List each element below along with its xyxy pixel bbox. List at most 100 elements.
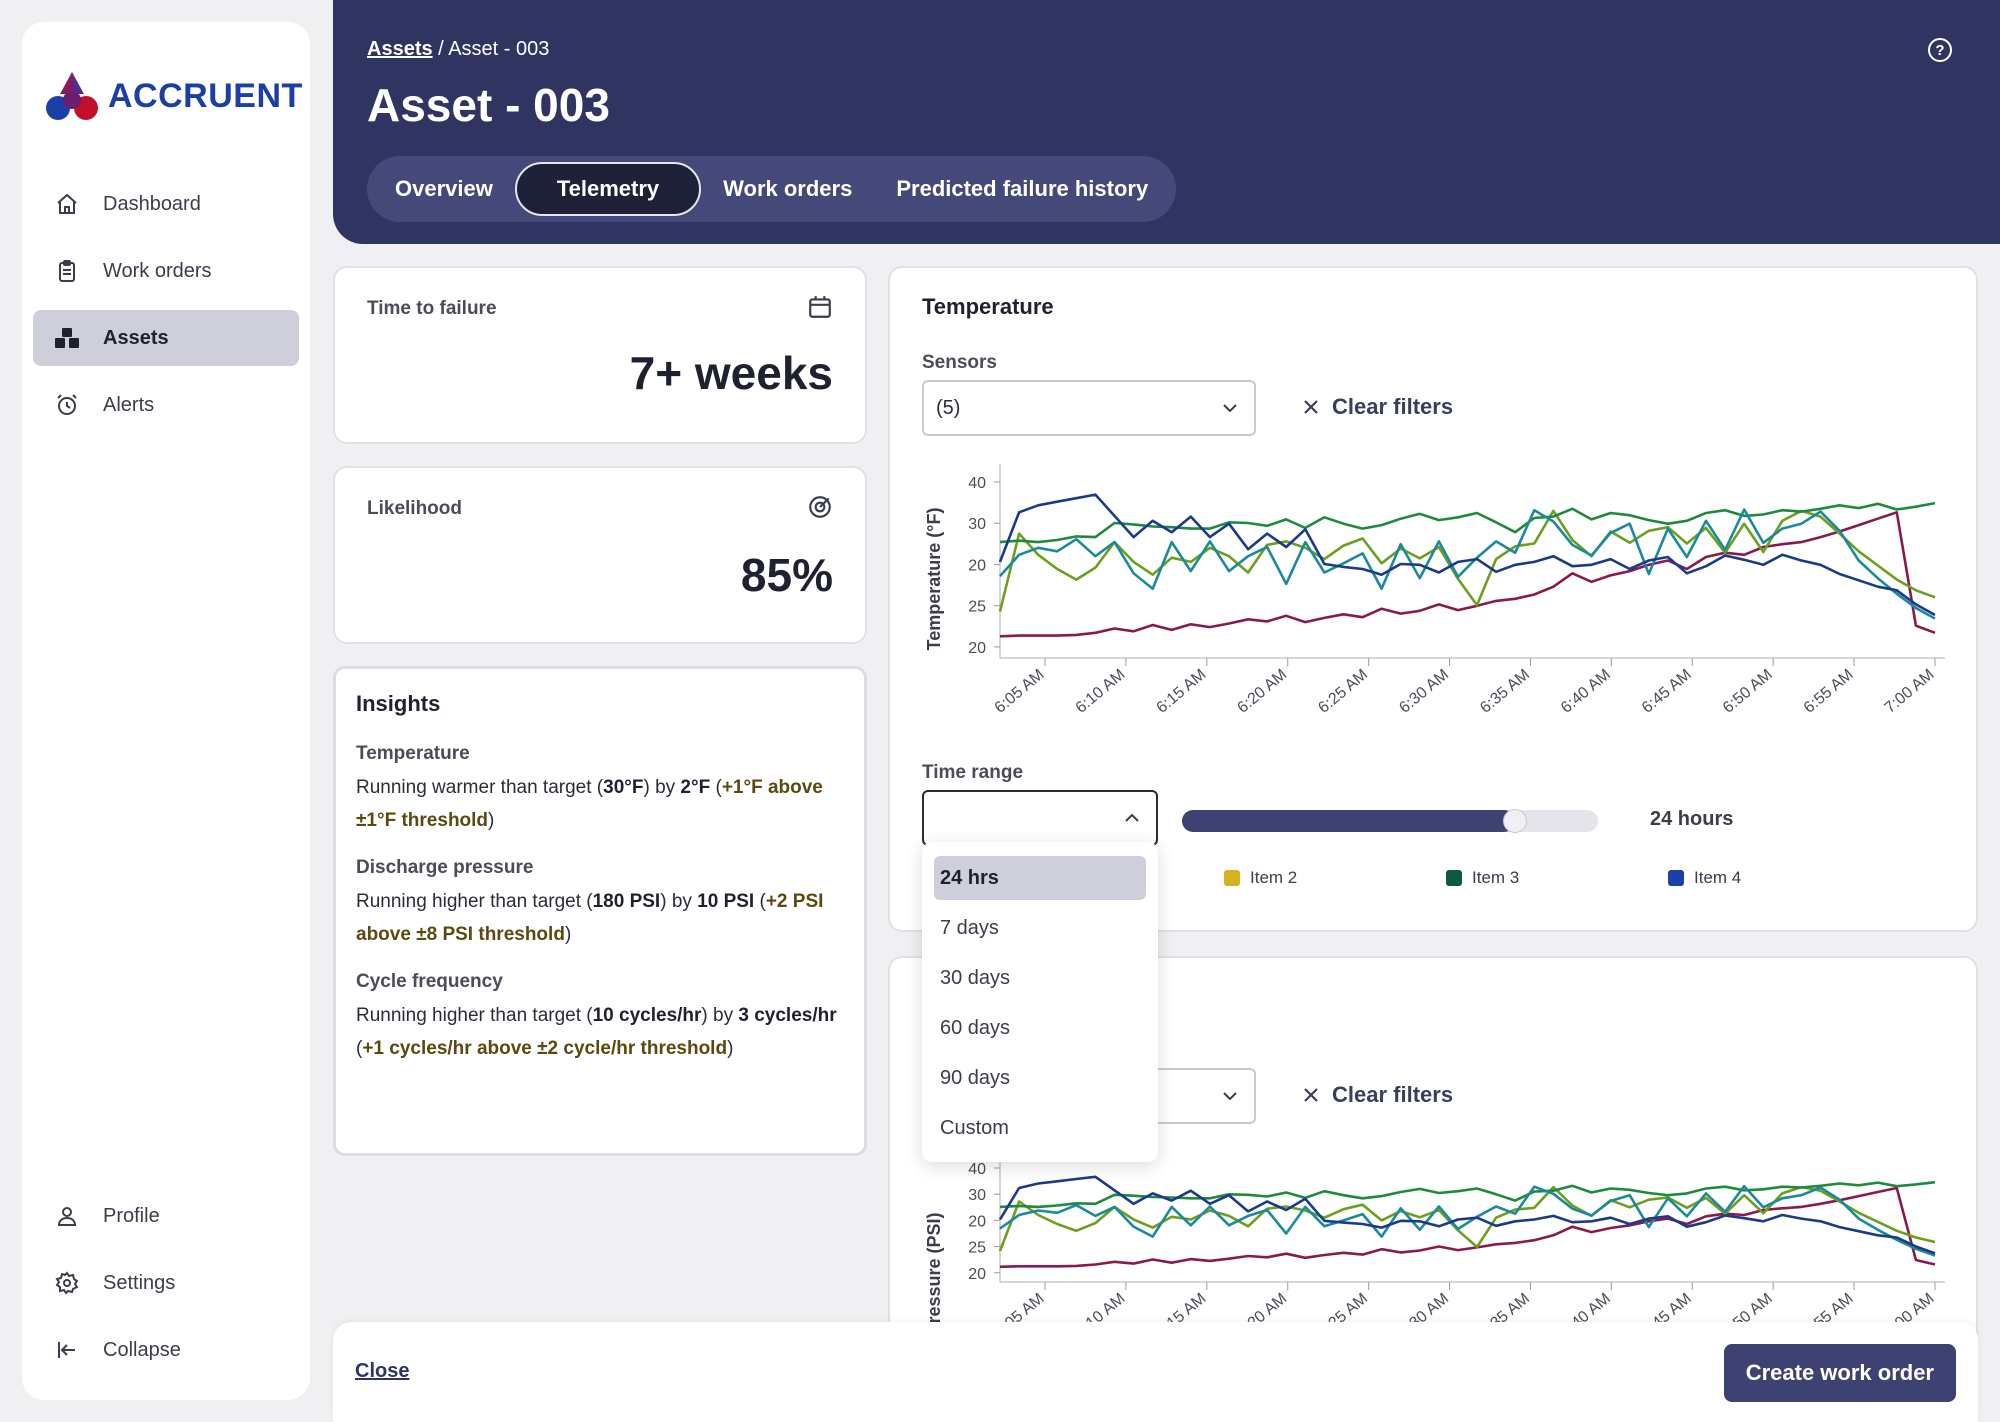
create-work-order-button[interactable]: Create work order — [1723, 1344, 1956, 1402]
insight-text-part: Running warmer than target ( — [356, 777, 604, 798]
series-line-4 — [999, 508, 1936, 620]
insight-threshold: +2 PSI above ±8 PSI threshold — [356, 891, 824, 945]
insight-text-part: ) — [727, 1038, 734, 1059]
pressure-clear-filters-button[interactable]: Clear filters — [1302, 1082, 1453, 1108]
y-tick-label: 40 — [968, 475, 986, 492]
x-tick-label: 6:45 AM — [1639, 666, 1695, 716]
breadcrumb-assets-link[interactable]: Assets — [367, 38, 433, 60]
nav-assets[interactable]: Assets — [33, 310, 299, 366]
y-tick-label: 20 — [968, 557, 986, 574]
close-icon — [1304, 400, 1318, 414]
time-to-failure-label: Time to failure — [367, 298, 497, 319]
insight-cycle-frequency: Cycle frequency Running higher than targ… — [356, 971, 844, 1065]
assets-icon — [53, 324, 81, 352]
nav-profile[interactable]: Profile — [33, 1188, 299, 1244]
series-line-1 — [999, 1186, 1936, 1269]
sensors-label: Sensors — [922, 352, 997, 373]
x-tick-label: 6:40 AM — [1558, 666, 1614, 716]
time-range-option-60-days[interactable]: 60 days — [940, 1016, 1011, 1039]
nav-profile-label: Profile — [103, 1204, 160, 1227]
y-tick-label: 40 — [968, 1161, 986, 1178]
likelihood-value: 85% — [740, 549, 833, 601]
time-range-select[interactable] — [922, 790, 1158, 846]
x-tick-label: 7:00 AM — [1882, 666, 1938, 716]
series-line-5 — [998, 493, 1936, 617]
legend-swatch — [1446, 870, 1462, 886]
accruent-logo[interactable]: ACCRUENT — [44, 70, 303, 122]
close-link[interactable]: Close — [355, 1360, 410, 1382]
target-icon[interactable] — [807, 494, 835, 522]
chevron-up-icon — [1122, 808, 1142, 834]
clear-filters-button[interactable]: Clear filters — [1302, 394, 1453, 420]
page-header: Assets / Asset - 003 Asset - 003 ? Overv… — [333, 0, 2000, 244]
nav-settings[interactable]: Settings — [33, 1255, 299, 1311]
close-icon — [1304, 1088, 1318, 1102]
y-tick-label: 30 — [968, 516, 986, 533]
help-icon[interactable]: ? — [1928, 38, 1952, 62]
y-tick-label: 20 — [968, 1213, 986, 1230]
x-tick-label: 6:50 AM — [1720, 666, 1776, 716]
accruent-logo-icon — [46, 72, 98, 120]
y-tick-label: 25 — [968, 599, 986, 616]
temperature-line-chart: Temperature (°F) 40 30 20 25 20 6:05 AM 6:10 AM… — [924, 464, 1945, 716]
nav-collapse-label: Collapse — [103, 1338, 181, 1361]
temperature-chart-title: Temperature — [922, 294, 1054, 319]
legend-item-4[interactable]: Item 4 — [1668, 868, 1741, 888]
insight-threshold: +1 cycles/hr above ±2 cycle/hr threshold — [362, 1038, 728, 1059]
x-tick-label: 6:20 AM — [1234, 666, 1290, 716]
clipboard-icon — [53, 257, 81, 285]
sensors-select[interactable]: (5) — [922, 380, 1256, 436]
time-to-failure-value: 7+ weeks — [629, 347, 833, 399]
calendar-icon[interactable] — [807, 294, 835, 322]
nav-dashboard-label: Dashboard — [103, 192, 201, 215]
insight-cycle-text: Running higher than target (10 cycles/hr… — [356, 999, 844, 1065]
insight-pressure-title: Discharge pressure — [356, 857, 534, 878]
y-tick-label: 25 — [968, 1240, 986, 1257]
y-tick-label: 20 — [968, 1266, 986, 1283]
insight-text-part: ) — [564, 924, 572, 945]
nav-dashboard[interactable]: Dashboard — [33, 176, 299, 232]
x-tick-label: 6:05 AM — [992, 666, 1048, 716]
nav-collapse[interactable]: Collapse — [33, 1322, 299, 1378]
insight-temperature: Temperature Running warmer than target (… — [356, 743, 844, 837]
insight-temperature-title: Temperature — [356, 743, 470, 764]
nav-work-orders[interactable]: Work orders — [33, 243, 299, 299]
sidebar: ACCRUENT Dashboard Work orders Assets Al… — [22, 22, 310, 1400]
time-range-option-30-days[interactable]: 30 days — [940, 966, 1011, 989]
nav-alerts[interactable]: Alerts — [33, 377, 299, 433]
tab-telemetry[interactable]: Telemetry — [514, 162, 702, 216]
time-range-option-7-days[interactable]: 7 days — [940, 916, 999, 939]
legend-item-2[interactable]: Item 2 — [1224, 868, 1297, 888]
x-tick-label: 6:10 AM — [1073, 666, 1129, 716]
nav-settings-label: Settings — [103, 1271, 176, 1294]
insight-text-part: ) by — [660, 891, 698, 912]
time-range-slider-thumb[interactable] — [1502, 809, 1527, 833]
time-range-slider[interactable] — [1182, 809, 1598, 833]
clear-filters-label: Clear filters — [1332, 394, 1454, 419]
insight-delta-value: 2°F — [680, 777, 711, 798]
likelihood-label: Likelihood — [367, 498, 462, 519]
time-range-option-24-hrs[interactable]: 24 hrs — [934, 856, 1146, 900]
x-tick-label: 6:30 AM — [1396, 666, 1452, 716]
insight-temperature-text: Running warmer than target (30°F) by 2°F… — [356, 771, 844, 837]
tab-bar: Overview Telemetry Work orders Predicted… — [367, 156, 1177, 222]
nav-alerts-label: Alerts — [103, 393, 155, 416]
legend-item-3[interactable]: Item 3 — [1446, 868, 1519, 888]
nav-assets-label: Assets — [103, 326, 169, 349]
insight-text-part: ) by — [701, 1005, 739, 1026]
clear-filters-label: Clear filters — [1332, 1082, 1454, 1107]
series-line-2 — [998, 1185, 1936, 1252]
tab-overview[interactable]: Overview — [395, 176, 493, 201]
insight-delta-value: 10 PSI — [697, 891, 755, 912]
insight-threshold: +1°F above ±1°F threshold — [356, 777, 823, 831]
tab-work-orders[interactable]: Work orders — [723, 176, 853, 201]
y-tick-label: 30 — [968, 1187, 986, 1204]
action-footer: Close Create work order — [333, 1322, 1978, 1422]
insight-text-part: Running higher than target ( — [356, 1005, 593, 1026]
time-range-option-custom[interactable]: Custom — [940, 1116, 1009, 1139]
x-tick-label: 6:35 AM — [1477, 666, 1533, 716]
insight-text-part: ( — [754, 891, 766, 912]
alarm-icon — [53, 391, 81, 419]
time-range-option-90-days[interactable]: 90 days — [940, 1066, 1011, 1089]
tab-predicted-failure-history[interactable]: Predicted failure history — [896, 176, 1149, 201]
